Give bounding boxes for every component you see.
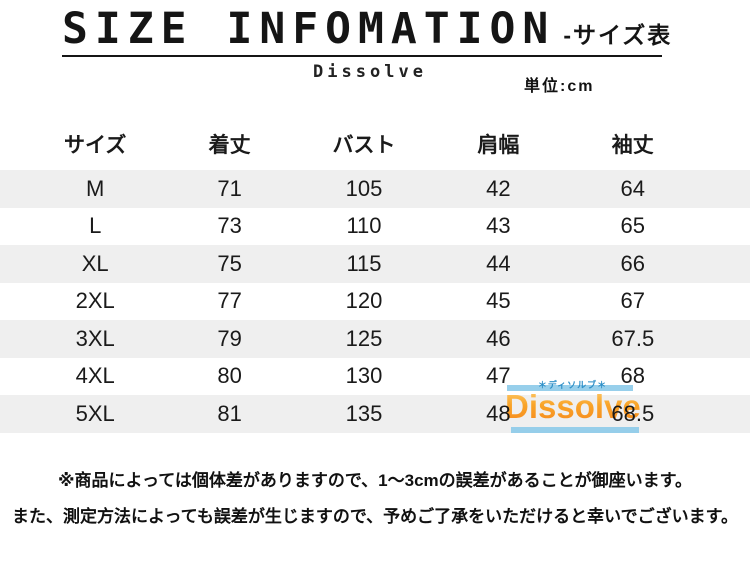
table-cell: 135: [345, 400, 383, 426]
size-label: XL: [81, 250, 109, 276]
table-cell: 79: [217, 325, 242, 351]
watermark-bar-bottom: [511, 427, 639, 433]
size-label: M: [86, 175, 105, 201]
watermark-bar-top: [507, 385, 633, 391]
table-header-row: サイズ 着丈 バスト 肩幅 袖丈: [0, 118, 750, 170]
table-cell: 125: [345, 325, 383, 351]
column-header-length: 着丈: [208, 134, 251, 157]
table-cell: 130: [345, 363, 383, 389]
dissolve-watermark: ＊ディソルブ＊ Dissolve: [505, 380, 641, 434]
page-title: SIZE INFOMATION: [62, 4, 556, 54]
brand-name: Dissolve: [313, 62, 427, 82]
table-cell: 105: [345, 175, 383, 201]
watermark-logo-text: Dissolve: [505, 388, 641, 425]
note-line-2: また、測定方法によっても誤差が生じますので、予めご了承をいただけると幸いでござい…: [12, 507, 738, 526]
size-label: 3XL: [75, 325, 115, 351]
table-cell: 45: [486, 288, 511, 314]
table-row: 4XL 80 130 47 68: [0, 358, 750, 396]
table-row: XL 75 115 44 66: [0, 245, 750, 283]
table-cell: 115: [346, 250, 382, 276]
table-cell: 44: [486, 250, 511, 276]
table-cell: 47: [486, 363, 511, 389]
table-cell: 80: [217, 363, 242, 389]
column-header-size: サイズ: [64, 134, 127, 157]
size-label: 5XL: [75, 400, 115, 426]
table-cell: 67.5: [611, 325, 655, 351]
column-header-shoulder: 肩幅: [477, 134, 520, 157]
table-cell: 68.5: [611, 400, 655, 426]
table-cell: 71: [217, 175, 242, 201]
size-table: サイズ 着丈 バスト 肩幅 袖丈 M 71 105 42 64 L 73 110…: [0, 118, 750, 433]
table-cell: 110: [346, 213, 382, 239]
size-label: 2XL: [75, 288, 115, 314]
table-row: 3XL 79 125 46 67.5: [0, 320, 750, 358]
size-label: 4XL: [75, 363, 115, 389]
note-line-1: ※商品によっては個体差がありますので、1～3cmの誤差があることが御座います。: [58, 471, 692, 490]
size-label: L: [89, 213, 102, 239]
table-cell: 73: [217, 213, 242, 239]
table-cell: 77: [217, 288, 242, 314]
page-title-suffix: -サイズ表: [563, 22, 673, 49]
title-line: SIZE INFOMATION -サイズ表: [62, 4, 673, 54]
table-row: 5XL 81 135 48 68.5: [0, 395, 750, 433]
column-header-sleeve: 袖丈: [611, 134, 654, 157]
table-row: 2XL 77 120 45 67: [0, 283, 750, 321]
table-row: M 71 105 42 64: [0, 170, 750, 208]
unit-label: 単位:cm: [524, 78, 595, 95]
title-underline: [62, 55, 662, 57]
watermark-subtext: ＊ディソルブ＊: [537, 380, 608, 390]
table-cell: 81: [217, 400, 242, 426]
notes: ※商品によっては個体差がありますので、1～3cmの誤差があることが御座います。 …: [0, 463, 750, 535]
table-cell: 66: [620, 250, 646, 276]
table-cell: 68: [620, 363, 646, 389]
table-cell: 43: [486, 213, 511, 239]
table-cell: 75: [217, 250, 242, 276]
table-cell: 67: [620, 288, 646, 314]
column-header-bust: バスト: [332, 134, 396, 157]
table-row: L 73 110 43 65: [0, 208, 750, 246]
table-cell: 65: [620, 213, 646, 239]
table-cell: 48: [486, 400, 511, 426]
table-cell: 120: [345, 288, 383, 314]
table-cell: 46: [486, 325, 511, 351]
table-cell: 42: [486, 175, 511, 201]
table-cell: 64: [620, 175, 646, 201]
